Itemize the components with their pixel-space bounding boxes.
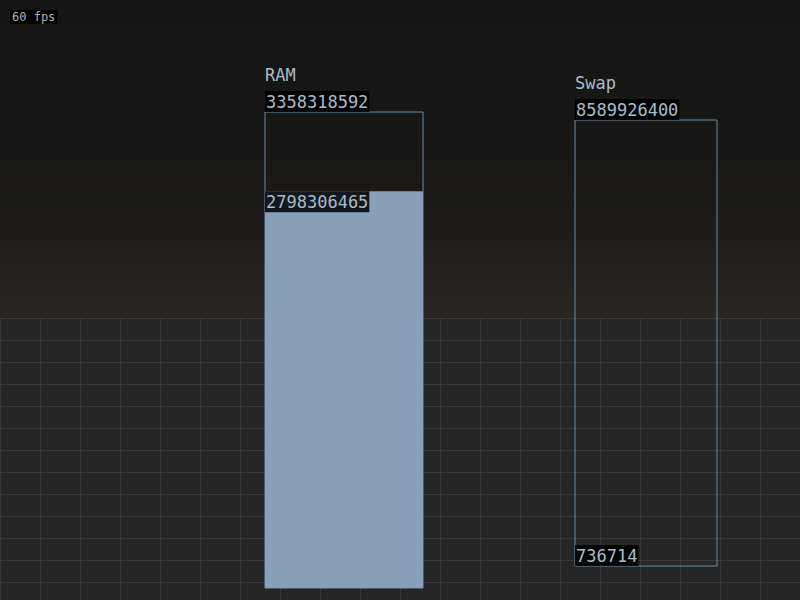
svg-text:3358318592: 3358318592 [266, 92, 368, 112]
svg-text:RAM: RAM [265, 65, 296, 85]
svg-text:8589926400: 8589926400 [576, 100, 678, 120]
svg-text:60 fps: 60 fps [12, 10, 55, 24]
svg-text:2798306465: 2798306465 [266, 192, 368, 212]
svg-text:736714: 736714 [576, 546, 637, 566]
svg-text:Swap: Swap [575, 73, 616, 93]
